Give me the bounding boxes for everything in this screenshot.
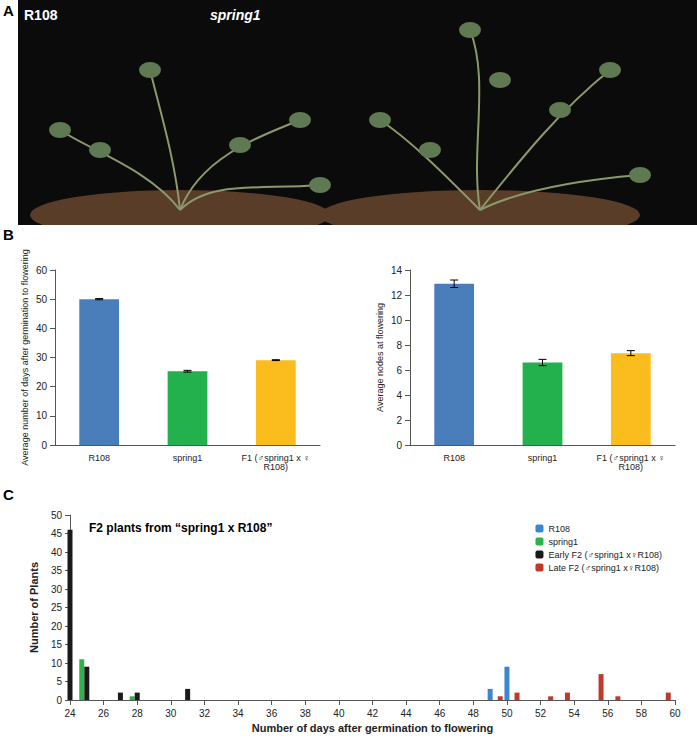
svg-text:42: 42 [367,708,379,719]
svg-text:spring1: spring1 [210,7,261,23]
svg-text:40: 40 [333,708,345,719]
svg-text:R108: R108 [443,453,465,463]
svg-text:F1 (♂spring1 x ♀: F1 (♂spring1 x ♀ [241,452,311,463]
svg-text:R108: R108 [548,524,570,534]
svg-text:10: 10 [36,410,48,421]
svg-text:60: 60 [36,265,48,276]
svg-text:60: 60 [669,708,681,719]
svg-text:48: 48 [468,708,480,719]
svg-text:34: 34 [232,708,244,719]
svg-text:5: 5 [56,676,62,687]
svg-text:spring1: spring1 [173,453,203,463]
svg-text:0: 0 [41,440,47,451]
svg-text:44: 44 [401,708,413,719]
svg-text:35: 35 [51,565,63,576]
svg-text:10: 10 [391,315,403,326]
svg-text:R108): R108) [264,462,289,472]
svg-text:0: 0 [56,695,62,706]
svg-text:Number of Plants: Number of Plants [28,562,40,653]
svg-text:2: 2 [396,415,402,426]
svg-text:20: 20 [36,381,48,392]
svg-text:C: C [3,486,14,503]
svg-text:38: 38 [300,708,312,719]
svg-text:spring1: spring1 [528,453,558,463]
svg-text:40: 40 [36,323,48,334]
svg-text:46: 46 [434,708,446,719]
svg-text:spring1: spring1 [548,537,578,547]
svg-text:26: 26 [98,708,110,719]
svg-text:6: 6 [396,365,402,376]
svg-text:R108: R108 [88,453,110,463]
svg-text:25: 25 [51,602,63,613]
svg-text:40: 40 [51,547,63,558]
svg-text:F1 (♂spring1 x ♀: F1 (♂spring1 x ♀ [596,452,666,463]
svg-text:56: 56 [602,708,614,719]
svg-text:50: 50 [501,708,513,719]
svg-text:28: 28 [132,708,144,719]
svg-text:B: B [3,226,14,243]
svg-text:12: 12 [391,290,403,301]
svg-text:24: 24 [64,708,76,719]
svg-text:50: 50 [36,294,48,305]
svg-text:50: 50 [51,510,63,521]
svg-text:Average nodes at flowering: Average nodes at flowering [375,303,385,412]
svg-text:30: 30 [51,584,63,595]
svg-text:58: 58 [636,708,648,719]
svg-text:Number of days after germinati: Number of days after germination to flow… [252,722,493,734]
svg-text:45: 45 [51,528,63,539]
svg-text:A: A [3,2,14,19]
svg-text:R108: R108 [24,7,58,23]
svg-text:15: 15 [51,639,63,650]
svg-text:54: 54 [569,708,581,719]
svg-text:R108): R108) [619,462,644,472]
svg-text:32: 32 [199,708,211,719]
svg-text:8: 8 [396,340,402,351]
svg-text:20: 20 [51,621,63,632]
svg-text:10: 10 [51,658,63,669]
svg-text:0: 0 [396,440,402,451]
svg-text:14: 14 [391,265,403,276]
svg-text:30: 30 [165,708,177,719]
svg-text:Late F2 (♂spring1 x♀R108): Late F2 (♂spring1 x♀R108) [548,563,659,573]
svg-text:4: 4 [396,390,402,401]
svg-text:52: 52 [535,708,547,719]
svg-text:F2 plants from “spring1 x R108: F2 plants from “spring1 x R108” [89,521,272,535]
svg-text:Average number of days after g: Average number of days after germination… [20,249,30,465]
svg-text:36: 36 [266,708,278,719]
svg-text:Early F2 (♂spring1 x♀R108): Early F2 (♂spring1 x♀R108) [548,550,662,560]
svg-text:30: 30 [36,352,48,363]
